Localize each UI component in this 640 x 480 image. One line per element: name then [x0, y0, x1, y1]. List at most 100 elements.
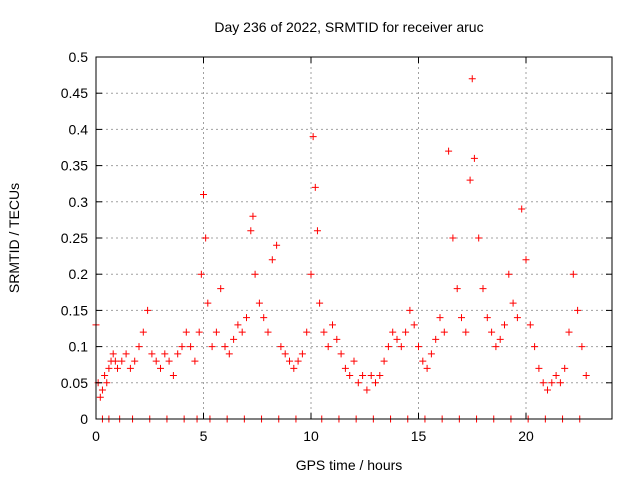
data-point [488, 328, 496, 336]
data-point [251, 270, 259, 278]
y-tick-label: 0.25 [61, 230, 88, 246]
data-point [273, 241, 281, 249]
data-point [380, 357, 388, 365]
axis-ticks [95, 56, 612, 420]
x-tick-label: 0 [92, 428, 100, 444]
data-point [337, 350, 345, 358]
data-point [101, 372, 109, 380]
y-tick-label: 0.05 [61, 375, 88, 391]
data-point [513, 314, 521, 322]
data-point [475, 234, 483, 242]
data-point [402, 328, 410, 336]
data-point [161, 350, 169, 358]
y-tick-label: 0.35 [61, 158, 88, 174]
data-point [505, 270, 513, 278]
chart-title: Day 236 of 2022, SRMTID for receiver aru… [214, 19, 483, 35]
data-point [309, 133, 317, 141]
data-point [333, 335, 341, 343]
data-point [406, 306, 414, 314]
data-point [268, 256, 276, 264]
data-point [114, 364, 121, 372]
data-point [103, 379, 111, 387]
data-point [466, 176, 474, 184]
data-point [569, 270, 577, 278]
data-point [535, 364, 543, 372]
x-tick-labels: 0 5 10 15 20 [92, 428, 534, 444]
y-tick-labels: 0 0.05 0.1 0.15 0.2 0.25 0.3 0.35 0.4 0.45 0.5 [61, 49, 88, 427]
data-point [354, 379, 362, 387]
data-point [221, 343, 229, 351]
data-point [449, 234, 457, 242]
data-point [548, 379, 556, 387]
data-point [539, 379, 547, 387]
data-point [415, 343, 422, 351]
data-point [522, 256, 530, 264]
data-point [518, 205, 526, 213]
data-point [131, 357, 139, 365]
data-point [217, 285, 225, 293]
data-point [341, 364, 349, 372]
data-point [165, 357, 173, 365]
data-point [367, 372, 375, 380]
data-point [346, 372, 354, 380]
data-point [561, 364, 569, 372]
data-point [148, 350, 156, 358]
data-point [329, 321, 336, 329]
data-point [230, 335, 238, 343]
data-point [249, 212, 257, 220]
y-tick-label: 0.2 [69, 266, 89, 282]
data-point [526, 321, 534, 329]
data-point [316, 299, 324, 307]
data-point [169, 372, 177, 380]
data-point [427, 350, 435, 358]
data-point [509, 299, 517, 307]
data-point [578, 343, 586, 351]
x-tick-label: 10 [303, 428, 319, 444]
y-tick-label: 0.4 [69, 121, 89, 137]
data-point [182, 328, 190, 336]
data-point [139, 328, 147, 336]
data-point [208, 343, 216, 351]
data-point [281, 350, 289, 358]
data-point [195, 328, 203, 336]
data-point [432, 335, 440, 343]
data-point [393, 335, 401, 343]
data-point [118, 357, 126, 365]
data-point [565, 328, 573, 336]
data-point [479, 285, 487, 293]
data-point [174, 350, 182, 358]
data-point [191, 357, 199, 365]
data-point [410, 321, 418, 329]
data-point [440, 328, 448, 336]
data-point [552, 372, 560, 380]
data-point [264, 328, 272, 336]
data-point [286, 357, 293, 365]
data-point [376, 372, 384, 380]
data-point [445, 147, 453, 155]
data-point [468, 75, 476, 83]
data-point [202, 234, 210, 242]
data-point [303, 328, 311, 336]
x-tick-label: 5 [200, 428, 208, 444]
data-point [238, 328, 246, 336]
data-point [247, 227, 255, 235]
data-point [389, 328, 397, 336]
data-point [313, 227, 321, 235]
data-point [96, 393, 104, 401]
data-point [544, 386, 551, 394]
y-axis-label: SRMTID / TECUs [6, 183, 22, 293]
data-point [152, 357, 160, 365]
data-point [470, 154, 478, 162]
data-point [178, 343, 186, 351]
data-point [298, 350, 306, 358]
data-point [290, 364, 298, 372]
data-point [311, 183, 319, 191]
y-tick-label: 0.1 [69, 339, 89, 355]
data-point [359, 372, 367, 380]
data-point [574, 306, 582, 314]
data-point [225, 350, 233, 358]
data-point [255, 299, 263, 307]
data-point [234, 321, 242, 329]
data-point [122, 350, 130, 358]
